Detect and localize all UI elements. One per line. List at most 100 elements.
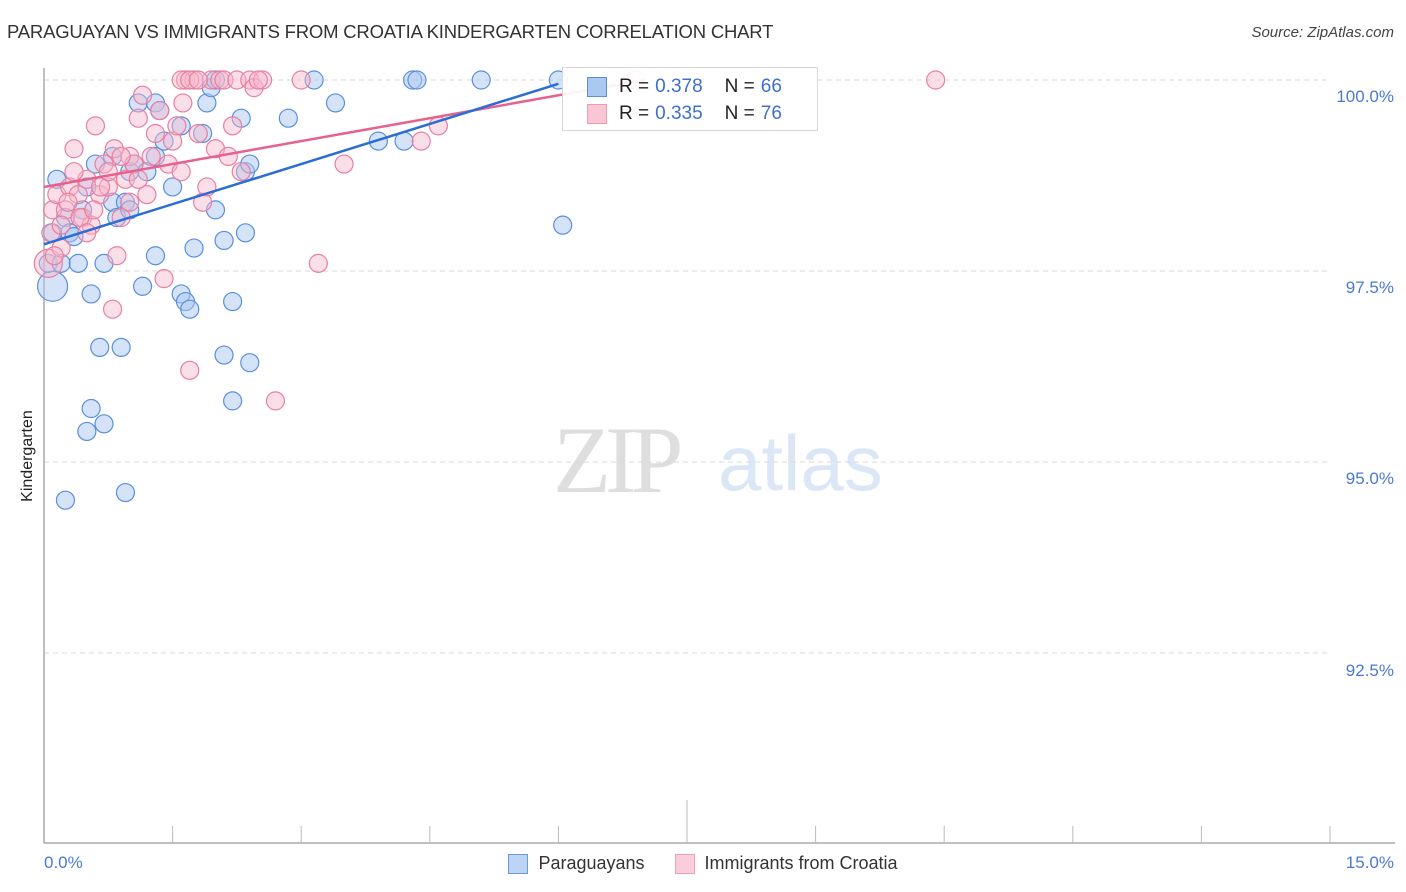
- chart-title: PARAGUAYAN VS IMMIGRANTS FROM CROATIA KI…: [7, 21, 774, 42]
- croatia-point: [154, 269, 174, 289]
- croatia-point: [188, 70, 208, 90]
- croatia-point: [150, 100, 170, 121]
- croatia-point: [265, 391, 286, 411]
- paraguayans-point: [81, 398, 101, 419]
- y-tick-95: 95.0%: [1345, 469, 1394, 488]
- y-axis-label: Kindergarten: [19, 410, 36, 502]
- legend-row-croatia: R = 0.335 N = 76: [587, 102, 782, 126]
- paraguayans-point: [115, 482, 136, 503]
- paraguayans-point: [111, 337, 131, 357]
- y-tick-92-5: 92.5%: [1345, 661, 1394, 680]
- paraguayans-point: [132, 276, 153, 296]
- croatia-point: [132, 85, 153, 105]
- paraguayans-point: [235, 223, 256, 243]
- croatia-point: [167, 116, 187, 136]
- blue-swatch-icon: [508, 853, 529, 874]
- paraguayans-point: [214, 230, 234, 251]
- croatia-point: [248, 70, 268, 90]
- croatia-point: [128, 108, 148, 128]
- croatia-point: [58, 192, 78, 212]
- paraguayans-point: [77, 421, 97, 442]
- n-value: 66: [760, 76, 782, 97]
- r-label: R =: [619, 76, 650, 97]
- paraguayans-point: [145, 246, 166, 266]
- paraguayans-point: [240, 353, 260, 373]
- n-label: N =: [724, 76, 755, 97]
- croatia-point: [171, 162, 191, 182]
- paraguayans-point: [223, 391, 243, 411]
- r-label: R =: [619, 103, 650, 124]
- paraguayans-point: [68, 253, 88, 273]
- croatia-point: [926, 70, 946, 90]
- pink-swatch-icon: [674, 853, 695, 874]
- series-legend: Paraguayans Immigrants from Croatia: [0, 853, 1406, 874]
- axes: [43, 68, 1395, 844]
- correlation-legend: R = 0.378 N = 66 R = 0.335 N = 76: [562, 67, 818, 131]
- croatia-point: [308, 253, 328, 273]
- legend-item-paraguayans[interactable]: Paraguayans: [508, 853, 645, 874]
- watermark-zip: ZIP: [553, 407, 683, 513]
- croatia-point: [111, 146, 131, 166]
- croatia-point: [411, 131, 431, 151]
- croatia-point: [107, 246, 127, 266]
- watermark-atlas: atlas: [718, 419, 883, 507]
- croatia-point: [51, 215, 71, 235]
- legend-item-croatia[interactable]: Immigrants from Croatia: [674, 853, 898, 874]
- croatia-point: [98, 162, 118, 182]
- croatia-point: [128, 169, 148, 189]
- croatia-point: [141, 146, 161, 166]
- paraguayans-point: [193, 123, 213, 144]
- croatia-point: [64, 162, 84, 182]
- croatia-points: [33, 70, 946, 411]
- paraguayans-points: [36, 70, 573, 510]
- croatia-point: [231, 162, 251, 182]
- croatia-point: [253, 70, 273, 90]
- blue-swatch-icon: [587, 77, 607, 97]
- paraguayans-point: [325, 93, 346, 113]
- croatia-point: [84, 200, 104, 220]
- paraguayans-point: [553, 215, 573, 235]
- legend-label-croatia: Immigrants from Croatia: [704, 853, 898, 873]
- croatia-point: [120, 192, 140, 212]
- n-value: 76: [760, 103, 782, 124]
- y-tick-97-5: 97.5%: [1345, 278, 1394, 297]
- r-value: 0.335: [655, 103, 703, 124]
- paraguayans-point: [278, 108, 298, 128]
- source-label: Source: ZipAtlas.com: [1251, 24, 1394, 41]
- legend-row-paraguayans: R = 0.378 N = 66: [587, 75, 782, 99]
- paraguayans-point: [55, 490, 76, 510]
- paraguayans-trend-line: [43, 82, 559, 246]
- croatia-trend-line: [43, 78, 645, 189]
- paraguayans-point: [214, 345, 234, 365]
- paraguayans-point: [94, 414, 114, 434]
- y-tick-100: 100.0%: [1336, 87, 1394, 106]
- croatia-point: [68, 185, 88, 205]
- trend-lines: [43, 78, 645, 246]
- paraguayans-point: [223, 291, 243, 312]
- croatia-point: [210, 70, 230, 90]
- pink-swatch-icon: [587, 104, 607, 124]
- paraguayans-point: [471, 70, 491, 90]
- x-tick-0: 0.0%: [44, 853, 83, 872]
- croatia-point: [173, 93, 193, 113]
- paraguayans-point: [184, 238, 204, 258]
- croatia-point: [180, 360, 200, 380]
- croatia-point: [193, 192, 213, 212]
- croatia-point: [223, 116, 243, 136]
- n-label: N =: [724, 103, 755, 124]
- croatia-point: [188, 123, 208, 144]
- paraguayans-point: [163, 177, 183, 197]
- croatia-point: [44, 246, 64, 266]
- croatia-point: [334, 154, 354, 174]
- paraguayans-point: [90, 337, 110, 357]
- croatia-point: [64, 139, 84, 159]
- croatia-point: [291, 70, 311, 90]
- r-value: 0.378: [655, 76, 703, 97]
- croatia-point: [85, 116, 106, 136]
- paraguayans-point: [171, 116, 191, 136]
- croatia-point: [102, 299, 123, 319]
- croatia-point: [145, 123, 166, 144]
- croatia-point: [104, 139, 124, 159]
- croatia-point: [98, 177, 118, 197]
